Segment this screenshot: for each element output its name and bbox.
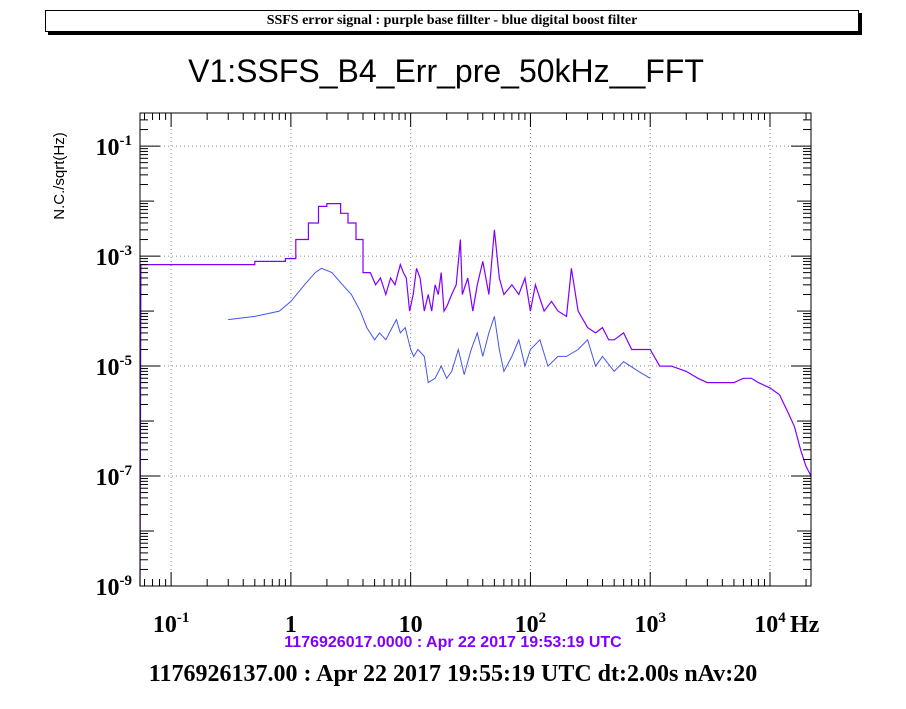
x-axis-label: Hz (790, 612, 820, 638)
x-tick-label: 104 (754, 610, 786, 638)
x-tick-label: 103 (634, 610, 666, 638)
y-axis-label: N.C./sqrt(Hz) (51, 132, 68, 220)
y-tick-label: 10-9 (96, 573, 133, 601)
x-tick-label: 10-1 (153, 610, 190, 638)
series-line-1 (139, 203, 812, 587)
timestamp-measurement: 1176926137.00 : Apr 22 2017 19:55:19 UTC… (149, 661, 757, 687)
x-tick-label: 10 (399, 612, 423, 638)
y-tick-label: 10-7 (96, 463, 133, 491)
y-tick-labels: 10-9 10-7 10-5 10-3 10-1 (96, 133, 133, 601)
x-tick-label: 102 (515, 610, 547, 638)
chart-banner: SSFS error signal : purple base fillter … (45, 10, 859, 32)
grid (140, 113, 811, 587)
chart-title: V1:SSFS_B4_Err_pre_50kHz__FFT (188, 53, 704, 89)
y-tick-label: 10-5 (96, 353, 133, 381)
axis-ticks (140, 113, 811, 587)
timestamp-reference: 1176926017.0000 : Apr 22 2017 19:53:19 U… (284, 634, 622, 651)
series-line-2 (228, 267, 651, 384)
plot-lines (139, 203, 812, 587)
plot-frame (139, 112, 812, 587)
x-tick-labels: 10-1 1 10 102 103 104 (153, 610, 786, 638)
y-tick-label: 10-1 (96, 133, 133, 161)
x-tick-label: 1 (285, 612, 297, 638)
y-tick-label: 10-3 (96, 243, 133, 271)
